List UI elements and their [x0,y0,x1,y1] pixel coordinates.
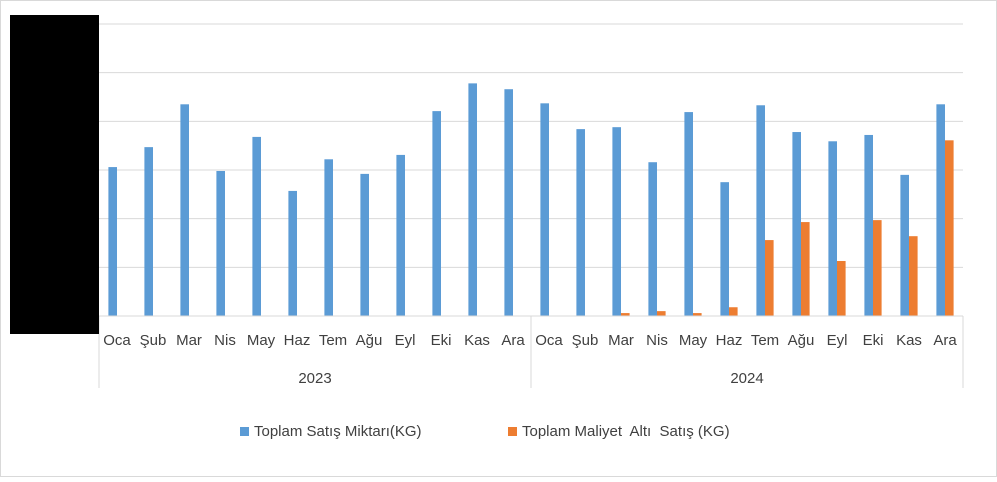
bar [684,112,693,316]
legend-swatch [240,427,249,436]
bar [864,134,873,316]
x-tick-label: Ağu [788,332,815,349]
x-tick-label: Kas [464,332,490,349]
redaction [10,15,99,334]
bar [360,173,369,316]
bar [468,83,477,316]
legend-swatch [508,427,517,436]
bar [252,136,261,316]
x-tick-label: Ara [501,332,525,349]
x-tick-label: Şub [572,332,599,349]
x-tick-label: Oca [103,332,131,349]
bar [936,104,945,316]
bar [900,174,909,316]
bar [288,190,297,316]
bar [765,240,774,316]
bar [108,167,117,316]
bar [729,307,738,316]
bar [576,129,585,316]
x-tick-label: May [679,332,708,349]
bar [621,313,630,316]
bar [180,104,189,316]
legend-label: Toplam Satış Miktarı(KG) [254,423,422,440]
x-tick-label: Tem [319,332,347,349]
x-tick-label: Eyl [827,332,848,349]
x-tick-label: Mar [608,332,634,349]
bar [720,182,729,316]
bar [693,313,702,316]
x-tick-label: Şub [140,332,167,349]
x-tick-label: Nis [214,332,236,349]
bar [144,147,153,316]
bar [396,154,405,316]
bar [324,159,333,316]
bar [756,105,765,316]
bar [432,111,441,316]
x-tick-label: Mar [176,332,202,349]
bar [873,220,882,316]
bar [504,89,513,316]
bar [909,236,918,316]
x-tick-label: Eki [431,332,452,349]
x-tick-label: Haz [716,332,743,349]
x-tick-label: Ağu [356,332,383,349]
bar [837,261,846,316]
x-tick-label: Tem [751,332,779,349]
bar [540,103,549,317]
x-tick-label: Nis [646,332,668,349]
bar [657,311,666,316]
x-tick-label: May [247,332,276,349]
x-tick-label: Ara [933,332,957,349]
group-label: 2023 [298,370,331,387]
x-tick-label: Haz [284,332,311,349]
legend-label: Toplam Maliyet Altı Satış (KG) [522,423,730,440]
bar [792,132,801,316]
bar [648,162,657,316]
x-tick-label: Eyl [395,332,416,349]
bar [612,127,621,316]
bar [216,170,225,316]
bar [945,140,954,316]
group-label: 2024 [730,370,763,387]
x-tick-label: Kas [896,332,922,349]
x-tick-label: Eki [863,332,884,349]
bar [828,141,837,316]
bar [801,222,810,316]
x-tick-label: Oca [535,332,563,349]
